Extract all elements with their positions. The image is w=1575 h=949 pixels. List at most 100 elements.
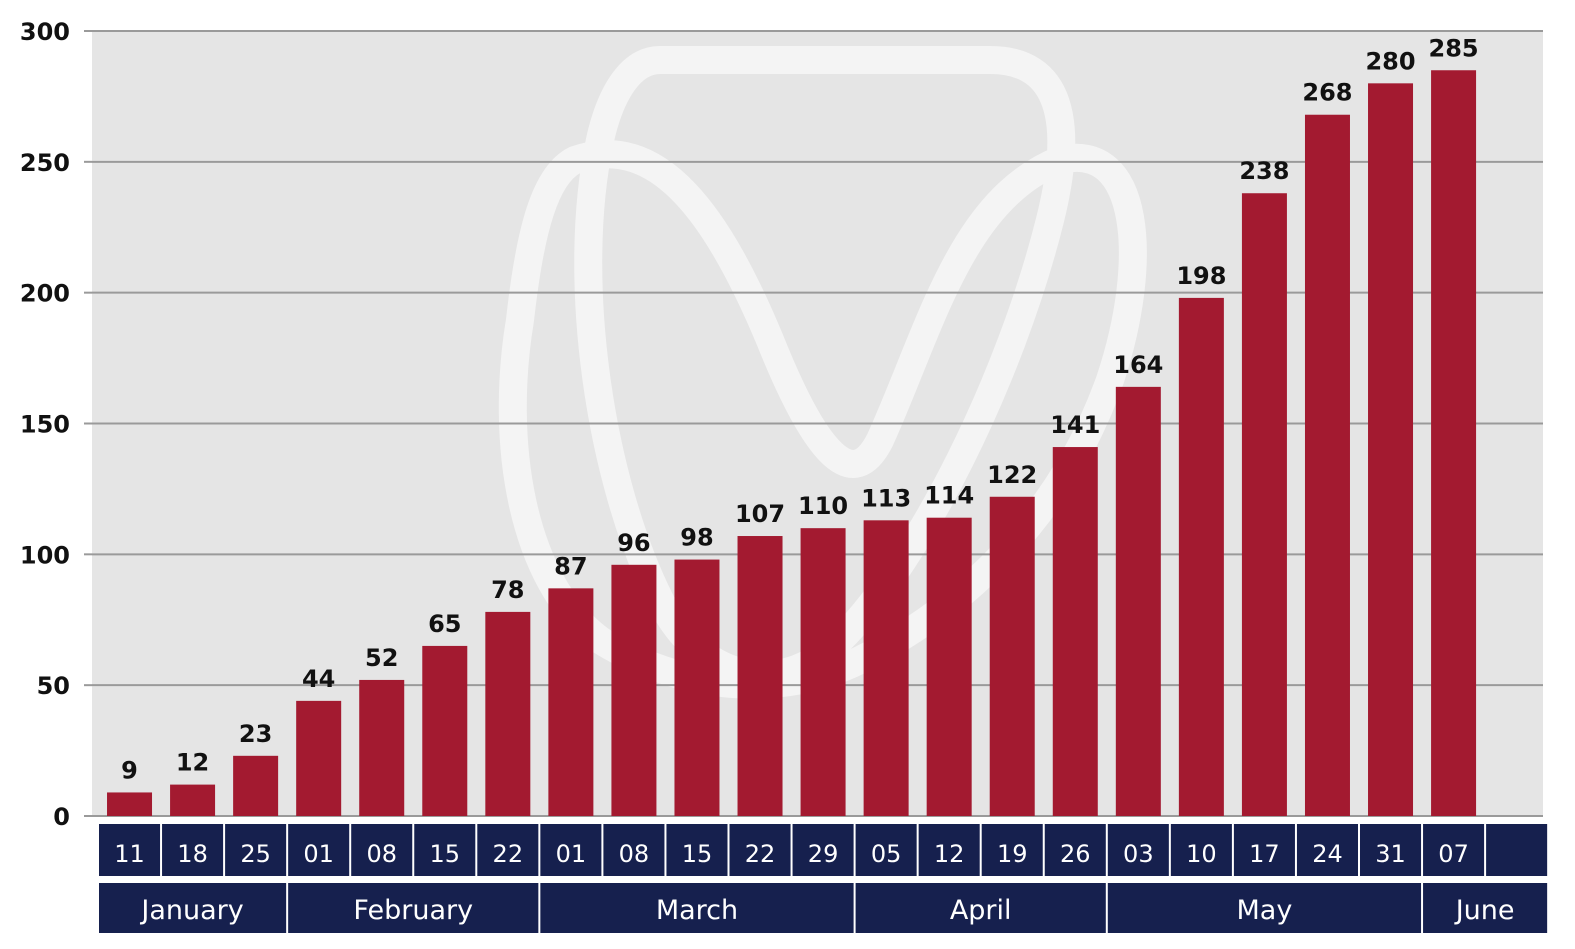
x-tick-label: 15	[430, 840, 461, 868]
data-label: 12	[176, 749, 209, 777]
bar	[107, 792, 153, 816]
day-cell	[540, 824, 602, 876]
day-cell	[729, 824, 791, 876]
x-tick-label: 03	[1123, 840, 1154, 868]
month-label: June	[1454, 895, 1515, 926]
month-cell	[1107, 883, 1422, 933]
month-cell	[288, 883, 539, 933]
bar	[674, 559, 720, 816]
x-tick-label: 01	[556, 840, 587, 868]
bar	[737, 536, 783, 816]
month-label: April	[950, 895, 1012, 926]
x-tick-label: 11	[114, 840, 145, 868]
data-label: 52	[365, 644, 398, 672]
day-cell	[1044, 824, 1106, 876]
x-tick-label: 29	[808, 840, 839, 868]
data-label: 198	[1176, 262, 1226, 290]
x-tick-label: 01	[303, 840, 334, 868]
y-tick-label: 50	[37, 672, 70, 700]
day-cell	[225, 824, 287, 876]
x-tick-label: 25	[240, 840, 271, 868]
month-cell	[1423, 883, 1548, 933]
day-cell	[414, 824, 476, 876]
y-tick-label: 250	[20, 149, 70, 177]
bar	[1178, 297, 1224, 816]
data-label: 113	[861, 484, 911, 512]
month-cell	[855, 883, 1106, 933]
data-label: 87	[554, 552, 587, 580]
day-cell	[918, 824, 980, 876]
x-tick-label: 31	[1375, 840, 1406, 868]
bar	[989, 496, 1035, 816]
x-tick-label: 10	[1186, 840, 1217, 868]
month-cell	[99, 883, 287, 933]
data-label: 114	[924, 482, 974, 510]
y-tick-label: 150	[20, 411, 70, 439]
y-tick-label: 100	[20, 541, 70, 569]
data-label: 141	[1050, 411, 1100, 439]
bar	[422, 645, 468, 816]
month-label: March	[656, 895, 738, 926]
day-cell	[603, 824, 665, 876]
data-label: 268	[1302, 79, 1352, 107]
data-label: 78	[491, 576, 524, 604]
bar	[1304, 114, 1350, 816]
day-cell	[666, 824, 728, 876]
month-label: May	[1237, 895, 1293, 926]
x-tick-label: 17	[1249, 840, 1280, 868]
data-label: 122	[987, 461, 1037, 489]
data-label: 9	[121, 756, 138, 784]
day-cell	[1233, 824, 1295, 876]
bar	[1368, 83, 1414, 817]
day-cell	[477, 824, 539, 876]
bar	[233, 755, 279, 816]
day-cell	[855, 824, 917, 876]
watermark-loop	[498, 140, 1147, 699]
data-label: 23	[239, 720, 272, 748]
day-cell	[1296, 824, 1358, 876]
data-label: 65	[428, 610, 461, 638]
day-cell	[1360, 824, 1422, 876]
y-tick-label: 0	[53, 803, 70, 831]
bar	[800, 528, 846, 816]
x-tick-label: 12	[934, 840, 965, 868]
x-tick-label: 24	[1312, 840, 1343, 868]
data-label: 110	[798, 492, 848, 520]
x-tick-label: 26	[1060, 840, 1091, 868]
data-label: 98	[680, 524, 713, 552]
x-tick-label: 07	[1438, 840, 1469, 868]
bar	[863, 520, 909, 816]
bar	[1052, 447, 1098, 816]
data-label: 280	[1365, 47, 1415, 75]
bar	[926, 517, 972, 816]
x-tick-label: 22	[493, 840, 524, 868]
day-cell	[351, 824, 413, 876]
x-tick-label: 18	[177, 840, 208, 868]
bar	[1431, 70, 1477, 816]
bar	[1115, 386, 1161, 816]
data-label: 96	[617, 529, 650, 557]
x-tick-label: 05	[871, 840, 902, 868]
bar	[170, 784, 216, 816]
day-cell	[162, 824, 224, 876]
day-cell	[1423, 824, 1485, 876]
x-tick-label: 15	[682, 840, 713, 868]
bar	[548, 588, 594, 816]
bar	[485, 611, 531, 816]
day-cell	[1170, 824, 1232, 876]
day-cell	[288, 824, 350, 876]
x-tick-label: 19	[997, 840, 1028, 868]
month-label: February	[353, 895, 473, 926]
bar	[611, 564, 657, 816]
data-label: 44	[302, 665, 335, 693]
bar	[1241, 193, 1287, 816]
x-tick-label: 22	[745, 840, 776, 868]
y-tick-label: 300	[20, 18, 70, 46]
data-label: 107	[735, 500, 785, 528]
bar	[296, 700, 342, 816]
x-tick-label: 08	[619, 840, 650, 868]
bar	[359, 679, 405, 816]
x-tick-label: 08	[366, 840, 397, 868]
